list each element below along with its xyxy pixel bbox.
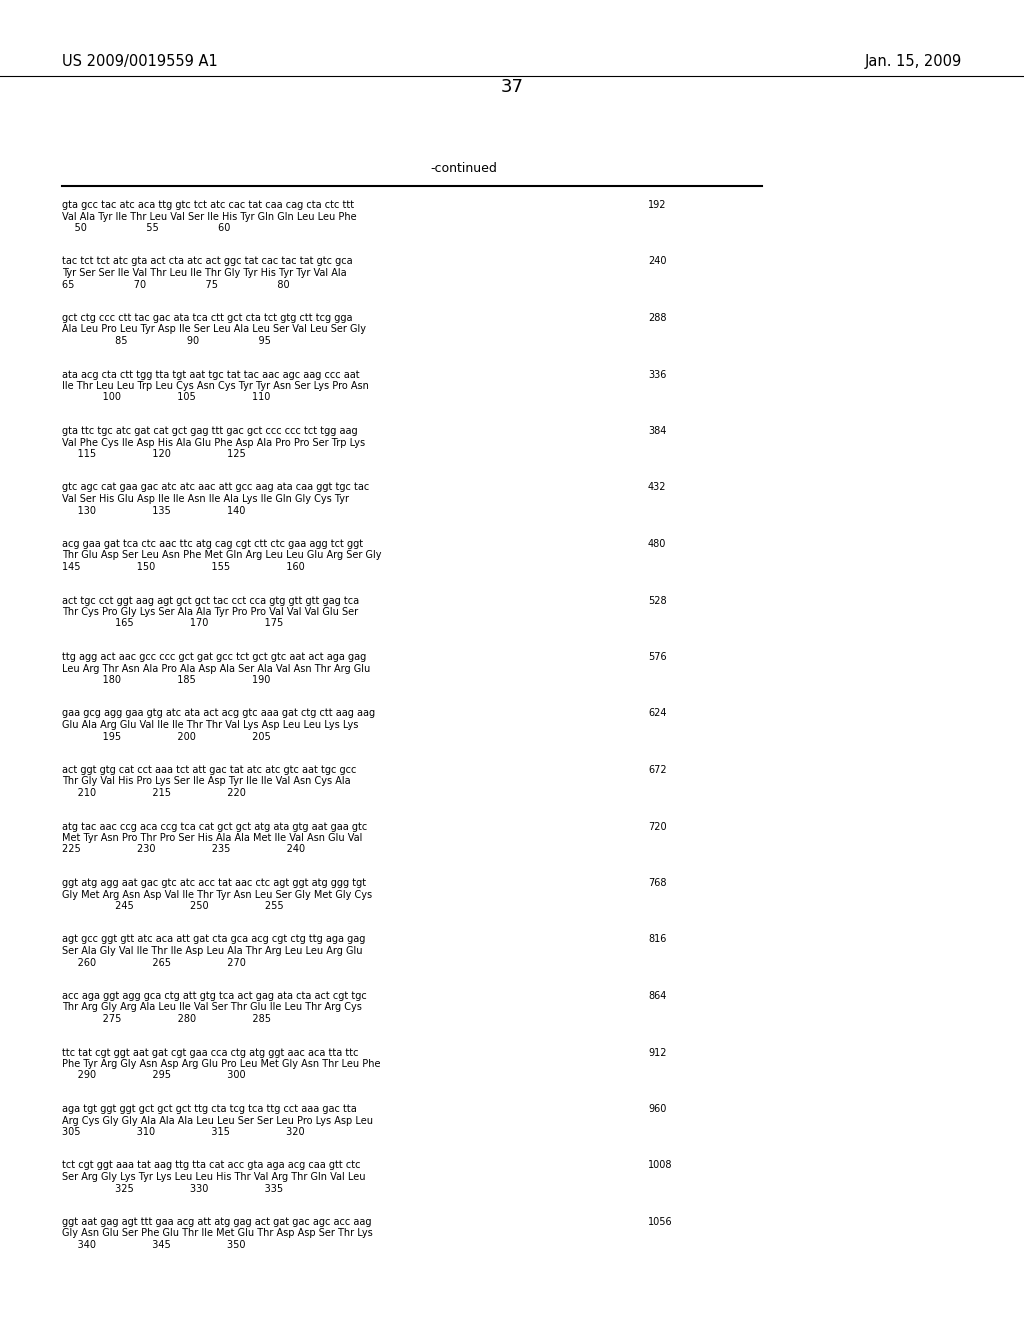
Text: 576: 576 — [648, 652, 667, 663]
Text: 115                  120                  125: 115 120 125 — [62, 449, 246, 459]
Text: Thr Glu Asp Ser Leu Asn Phe Met Gln Arg Leu Leu Glu Arg Ser Gly: Thr Glu Asp Ser Leu Asn Phe Met Gln Arg … — [62, 550, 382, 561]
Text: acg gaa gat tca ctc aac ttc atg cag cgt ctt ctc gaa agg tct ggt: acg gaa gat tca ctc aac ttc atg cag cgt … — [62, 539, 364, 549]
Text: Leu Arg Thr Asn Ala Pro Ala Asp Ala Ser Ala Val Asn Thr Arg Glu: Leu Arg Thr Asn Ala Pro Ala Asp Ala Ser … — [62, 664, 371, 673]
Text: 325                  330                  335: 325 330 335 — [62, 1184, 283, 1193]
Text: 165                  170                  175: 165 170 175 — [62, 619, 284, 628]
Text: Gly Met Arg Asn Asp Val Ile Thr Tyr Asn Leu Ser Gly Met Gly Cys: Gly Met Arg Asn Asp Val Ile Thr Tyr Asn … — [62, 890, 372, 899]
Text: 1056: 1056 — [648, 1217, 673, 1228]
Text: Arg Cys Gly Gly Ala Ala Ala Leu Leu Ser Ser Leu Pro Lys Asp Leu: Arg Cys Gly Gly Ala Ala Ala Leu Leu Ser … — [62, 1115, 373, 1126]
Text: 384: 384 — [648, 426, 667, 436]
Text: 85                   90                   95: 85 90 95 — [62, 337, 271, 346]
Text: Thr Cys Pro Gly Lys Ser Ala Ala Tyr Pro Pro Val Val Val Glu Ser: Thr Cys Pro Gly Lys Ser Ala Ala Tyr Pro … — [62, 607, 358, 616]
Text: ttg agg act aac gcc ccc gct gat gcc tct gct gtc aat act aga gag: ttg agg act aac gcc ccc gct gat gcc tct … — [62, 652, 367, 663]
Text: Val Ala Tyr Ile Thr Leu Val Ser Ile His Tyr Gln Gln Leu Leu Phe: Val Ala Tyr Ile Thr Leu Val Ser Ile His … — [62, 211, 356, 222]
Text: 130                  135                  140: 130 135 140 — [62, 506, 246, 516]
Text: Jan. 15, 2009: Jan. 15, 2009 — [864, 54, 962, 69]
Text: gtc agc cat gaa gac atc atc aac att gcc aag ata caa ggt tgc tac: gtc agc cat gaa gac atc atc aac att gcc … — [62, 483, 370, 492]
Text: Gly Asn Glu Ser Phe Glu Thr Ile Met Glu Thr Asp Asp Ser Thr Lys: Gly Asn Glu Ser Phe Glu Thr Ile Met Glu … — [62, 1229, 373, 1238]
Text: 260                  265                  270: 260 265 270 — [62, 957, 246, 968]
Text: 480: 480 — [648, 539, 667, 549]
Text: gta ttc tgc atc gat cat gct gag ttt gac gct ccc ccc tct tgg aag: gta ttc tgc atc gat cat gct gag ttt gac … — [62, 426, 357, 436]
Text: gct ctg ccc ctt tac gac ata tca ctt gct cta tct gtg ctt tcg gga: gct ctg ccc ctt tac gac ata tca ctt gct … — [62, 313, 352, 323]
Text: 720: 720 — [648, 821, 667, 832]
Text: Thr Arg Gly Arg Ala Leu Ile Val Ser Thr Glu Ile Leu Thr Arg Cys: Thr Arg Gly Arg Ala Leu Ile Val Ser Thr … — [62, 1002, 361, 1012]
Text: 1008: 1008 — [648, 1160, 673, 1171]
Text: 275                  280                  285: 275 280 285 — [62, 1014, 271, 1024]
Text: 336: 336 — [648, 370, 667, 380]
Text: 50                   55                   60: 50 55 60 — [62, 223, 230, 234]
Text: 624: 624 — [648, 709, 667, 718]
Text: acc aga ggt agg gca ctg att gtg tca act gag ata cta act cgt tgc: acc aga ggt agg gca ctg att gtg tca act … — [62, 991, 367, 1001]
Text: 816: 816 — [648, 935, 667, 945]
Text: 145                  150                  155                  160: 145 150 155 160 — [62, 562, 305, 572]
Text: act ggt gtg cat cct aaa tct att gac tat atc atc gtc aat tgc gcc: act ggt gtg cat cct aaa tct att gac tat … — [62, 766, 356, 775]
Text: 245                  250                  255: 245 250 255 — [62, 902, 284, 911]
Text: agt gcc ggt gtt atc aca att gat cta gca acg cgt ctg ttg aga gag: agt gcc ggt gtt atc aca att gat cta gca … — [62, 935, 366, 945]
Text: 432: 432 — [648, 483, 667, 492]
Text: Ile Thr Leu Leu Trp Leu Cys Asn Cys Tyr Tyr Asn Ser Lys Pro Asn: Ile Thr Leu Leu Trp Leu Cys Asn Cys Tyr … — [62, 381, 369, 391]
Text: 864: 864 — [648, 991, 667, 1001]
Text: gaa gcg agg gaa gtg atc ata act acg gtc aaa gat ctg ctt aag aag: gaa gcg agg gaa gtg atc ata act acg gtc … — [62, 709, 375, 718]
Text: 65                   70                   75                   80: 65 70 75 80 — [62, 280, 290, 289]
Text: 960: 960 — [648, 1104, 667, 1114]
Text: Met Tyr Asn Pro Thr Pro Ser His Ala Ala Met Ile Val Asn Glu Val: Met Tyr Asn Pro Thr Pro Ser His Ala Ala … — [62, 833, 362, 843]
Text: 225                  230                  235                  240: 225 230 235 240 — [62, 845, 305, 854]
Text: ttc tat cgt ggt aat gat cgt gaa cca ctg atg ggt aac aca tta ttc: ttc tat cgt ggt aat gat cgt gaa cca ctg … — [62, 1048, 358, 1057]
Text: tac tct tct atc gta act cta atc act ggc tat cac tac tat gtc gca: tac tct tct atc gta act cta atc act ggc … — [62, 256, 352, 267]
Text: Val Ser His Glu Asp Ile Ile Asn Ile Ala Lys Ile Gln Gly Cys Tyr: Val Ser His Glu Asp Ile Ile Asn Ile Ala … — [62, 494, 349, 504]
Text: US 2009/0019559 A1: US 2009/0019559 A1 — [62, 54, 218, 69]
Text: 192: 192 — [648, 201, 667, 210]
Text: 912: 912 — [648, 1048, 667, 1057]
Text: 305                  310                  315                  320: 305 310 315 320 — [62, 1127, 304, 1137]
Text: Ala Leu Pro Leu Tyr Asp Ile Ser Leu Ala Leu Ser Val Leu Ser Gly: Ala Leu Pro Leu Tyr Asp Ile Ser Leu Ala … — [62, 325, 366, 334]
Text: 528: 528 — [648, 595, 667, 606]
Text: gta gcc tac atc aca ttg gtc tct atc cac tat caa cag cta ctc ttt: gta gcc tac atc aca ttg gtc tct atc cac … — [62, 201, 354, 210]
Text: 180                  185                  190: 180 185 190 — [62, 675, 270, 685]
Text: 290                  295                  300: 290 295 300 — [62, 1071, 246, 1081]
Text: 288: 288 — [648, 313, 667, 323]
Text: 768: 768 — [648, 878, 667, 888]
Text: Glu Ala Arg Glu Val Ile Ile Thr Thr Val Lys Asp Leu Leu Lys Lys: Glu Ala Arg Glu Val Ile Ile Thr Thr Val … — [62, 719, 358, 730]
Text: 340                  345                  350: 340 345 350 — [62, 1239, 246, 1250]
Text: 210                  215                  220: 210 215 220 — [62, 788, 246, 799]
Text: Tyr Ser Ser Ile Val Thr Leu Ile Thr Gly Tyr His Tyr Tyr Val Ala: Tyr Ser Ser Ile Val Thr Leu Ile Thr Gly … — [62, 268, 347, 279]
Text: Ser Arg Gly Lys Tyr Lys Leu Leu His Thr Val Arg Thr Gln Val Leu: Ser Arg Gly Lys Tyr Lys Leu Leu His Thr … — [62, 1172, 366, 1181]
Text: 100                  105                  110: 100 105 110 — [62, 392, 270, 403]
Text: 37: 37 — [501, 78, 523, 96]
Text: Phe Tyr Arg Gly Asn Asp Arg Glu Pro Leu Met Gly Asn Thr Leu Phe: Phe Tyr Arg Gly Asn Asp Arg Glu Pro Leu … — [62, 1059, 381, 1069]
Text: 672: 672 — [648, 766, 667, 775]
Text: 195                  200                  205: 195 200 205 — [62, 731, 270, 742]
Text: ata acg cta ctt tgg tta tgt aat tgc tat tac aac agc aag ccc aat: ata acg cta ctt tgg tta tgt aat tgc tat … — [62, 370, 359, 380]
Text: aga tgt ggt ggt gct gct gct ttg cta tcg tca ttg cct aaa gac tta: aga tgt ggt ggt gct gct gct ttg cta tcg … — [62, 1104, 356, 1114]
Text: atg tac aac ccg aca ccg tca cat gct gct atg ata gtg aat gaa gtc: atg tac aac ccg aca ccg tca cat gct gct … — [62, 821, 368, 832]
Text: Val Phe Cys Ile Asp His Ala Glu Phe Asp Ala Pro Pro Ser Trp Lys: Val Phe Cys Ile Asp His Ala Glu Phe Asp … — [62, 437, 366, 447]
Text: ggt aat gag agt ttt gaa acg att atg gag act gat gac agc acc aag: ggt aat gag agt ttt gaa acg att atg gag … — [62, 1217, 372, 1228]
Text: ggt atg agg aat gac gtc atc acc tat aac ctc agt ggt atg ggg tgt: ggt atg agg aat gac gtc atc acc tat aac … — [62, 878, 367, 888]
Text: Thr Gly Val His Pro Lys Ser Ile Asp Tyr Ile Ile Val Asn Cys Ala: Thr Gly Val His Pro Lys Ser Ile Asp Tyr … — [62, 776, 350, 787]
Text: act tgc cct ggt aag agt gct gct tac cct cca gtg gtt gtt gag tca: act tgc cct ggt aag agt gct gct tac cct … — [62, 595, 359, 606]
Text: Ser Ala Gly Val Ile Thr Ile Asp Leu Ala Thr Arg Leu Leu Arg Glu: Ser Ala Gly Val Ile Thr Ile Asp Leu Ala … — [62, 946, 362, 956]
Text: -continued: -continued — [430, 162, 497, 176]
Text: 240: 240 — [648, 256, 667, 267]
Text: tct cgt ggt aaa tat aag ttg tta cat acc gta aga acg caa gtt ctc: tct cgt ggt aaa tat aag ttg tta cat acc … — [62, 1160, 360, 1171]
